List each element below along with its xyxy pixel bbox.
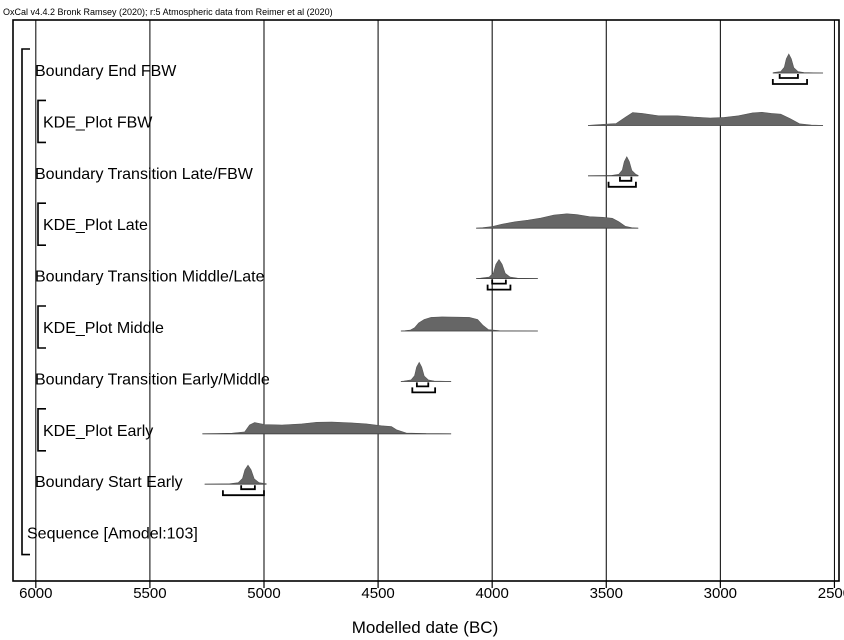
- row-label-5: KDE_Plot Middle: [43, 320, 164, 337]
- row-label-8: Boundary Start Early: [35, 474, 183, 491]
- density-1: [587, 111, 824, 126]
- tick-label-3500: 3500: [590, 585, 623, 602]
- row-label-6: Boundary Transition Early/Middle: [35, 371, 270, 388]
- distributions: [202, 53, 824, 497]
- sequence-outer-bracket: [21, 48, 30, 556]
- tick-label-4500: 4500: [361, 585, 394, 602]
- hpd68-4: [491, 279, 507, 285]
- row-label-7: KDE_Plot Early: [43, 423, 153, 440]
- grid-lines: [35, 20, 835, 581]
- row-label-4: Boundary Transition Middle/Late: [35, 269, 265, 286]
- tick-label-4000: 4000: [475, 585, 508, 602]
- density-0: [772, 53, 824, 74]
- phase-bracket-5: [37, 305, 46, 349]
- density-3: [476, 213, 639, 229]
- density-7: [202, 421, 452, 435]
- x-axis-title: Modelled date (BC): [352, 618, 498, 637]
- density-8: [204, 464, 267, 485]
- density-5: [400, 316, 538, 332]
- phase-bracket-7: [37, 408, 46, 452]
- tick-label-5500: 5500: [133, 585, 166, 602]
- density-6: [400, 361, 452, 382]
- tick-label-3000: 3000: [704, 585, 737, 602]
- hpd68-2: [619, 176, 633, 182]
- hpd95-0: [771, 79, 808, 85]
- hpd68-8: [240, 485, 256, 491]
- sequence-label: Sequence [Amodel:103]: [27, 526, 198, 543]
- row-label-3: KDE_Plot Late: [43, 217, 148, 234]
- hpd68-0: [778, 74, 799, 79]
- density-4: [476, 259, 538, 279]
- credit-text: OxCal v4.4.2 Bronk Ramsey (2020); r:5 At…: [3, 7, 333, 17]
- tick-label-2500: 2500: [818, 585, 844, 602]
- row-labels: Boundary End FBW KDE_Plot FBW Boundary Tra…: [35, 63, 270, 491]
- hpd68-6: [415, 382, 430, 388]
- row-label-0: Boundary End FBW: [35, 63, 177, 80]
- phase-bracket-1: [37, 99, 46, 144]
- tick-label-5000: 5000: [247, 585, 280, 602]
- hpd95-6: [411, 387, 437, 394]
- hpd95-2: [607, 181, 637, 188]
- hpd95-8: [222, 490, 265, 497]
- x-axis-ticks: 6000 5500 5000 4500 4000 3500 3000 2500: [19, 581, 844, 602]
- hpd95-4: [486, 284, 512, 291]
- row-label-1: KDE_Plot FBW: [43, 114, 153, 131]
- phase-bracket-3: [37, 202, 46, 246]
- sequence-brackets: [21, 48, 46, 556]
- tick-label-6000: 6000: [19, 585, 52, 602]
- density-2: [587, 156, 639, 177]
- row-label-2: Boundary Transition Late/FBW: [35, 166, 254, 183]
- plot-frame: [12, 19, 840, 582]
